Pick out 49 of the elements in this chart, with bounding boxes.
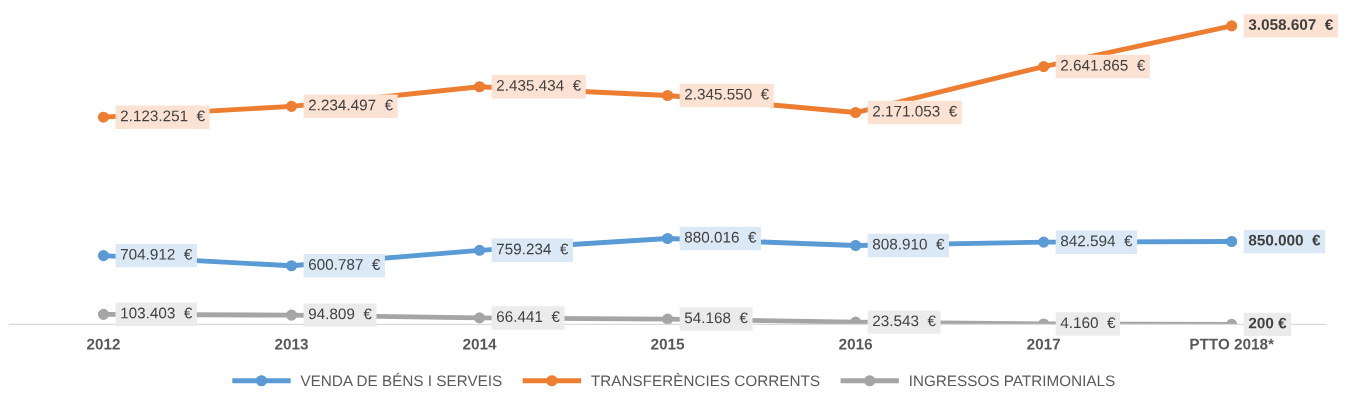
data-label: 704.912 € <box>120 248 193 260</box>
x-tick-label: 2012 <box>87 338 120 350</box>
x-tick-label: 2015 <box>651 338 685 350</box>
data-label: 2.641.865 € <box>1061 59 1146 71</box>
point <box>1038 61 1050 73</box>
point <box>473 312 486 324</box>
x-tick-label: 2017 <box>1027 338 1060 350</box>
data-label: 2.234.497 € <box>308 99 393 111</box>
data-label: 23.543 € <box>873 315 936 327</box>
data-label: 4.160 € <box>1060 317 1116 329</box>
point <box>850 239 862 252</box>
data-label: 103.403 € <box>121 307 193 319</box>
data-label: 880.016 € <box>684 231 757 243</box>
data-label: 2.171.053 € <box>873 105 958 117</box>
legend-label: TRANSFERÈNCIES CORRENTS <box>591 372 820 387</box>
data-label: 54.168 € <box>684 312 748 324</box>
x-tick-label: 2013 <box>275 338 308 350</box>
data-label: 842.594 € <box>1060 235 1133 247</box>
point <box>473 81 486 93</box>
point <box>97 308 110 320</box>
point <box>97 111 110 123</box>
data-label: 94.809 € <box>308 308 372 320</box>
data-label: 66.441 € <box>496 311 560 323</box>
point <box>285 100 298 112</box>
point <box>285 260 298 272</box>
point <box>662 232 674 245</box>
point <box>1226 20 1238 32</box>
x-tick-label: 2014 <box>463 338 497 350</box>
data-label: 3.058.607 € <box>1248 19 1334 31</box>
data-label: 2.435.434 € <box>496 80 581 91</box>
point <box>850 106 862 119</box>
point <box>285 309 298 321</box>
x-tick-label: 2016 <box>839 338 873 350</box>
point <box>473 244 486 256</box>
point <box>1038 236 1050 248</box>
legend-label: INGRESSOS PATRIMONIALS <box>910 375 1115 387</box>
point <box>97 250 110 262</box>
data-label: 2.123.251 € <box>120 110 205 122</box>
point <box>1226 235 1238 248</box>
data-label: 2.345.550 € <box>685 88 769 100</box>
data-label: 200 € <box>1248 317 1287 329</box>
legend-label: VENDA DE BÉNS I SERVEIS <box>300 372 502 387</box>
point <box>662 313 674 325</box>
point <box>662 89 674 102</box>
data-label: 850.000 € <box>1248 234 1321 246</box>
data-label: 600.787 € <box>308 259 381 270</box>
data-label: 759.234 € <box>496 243 569 255</box>
data-label: 808.910 € <box>872 238 945 250</box>
x-tick-label: PTTO 2018* <box>1190 338 1274 350</box>
